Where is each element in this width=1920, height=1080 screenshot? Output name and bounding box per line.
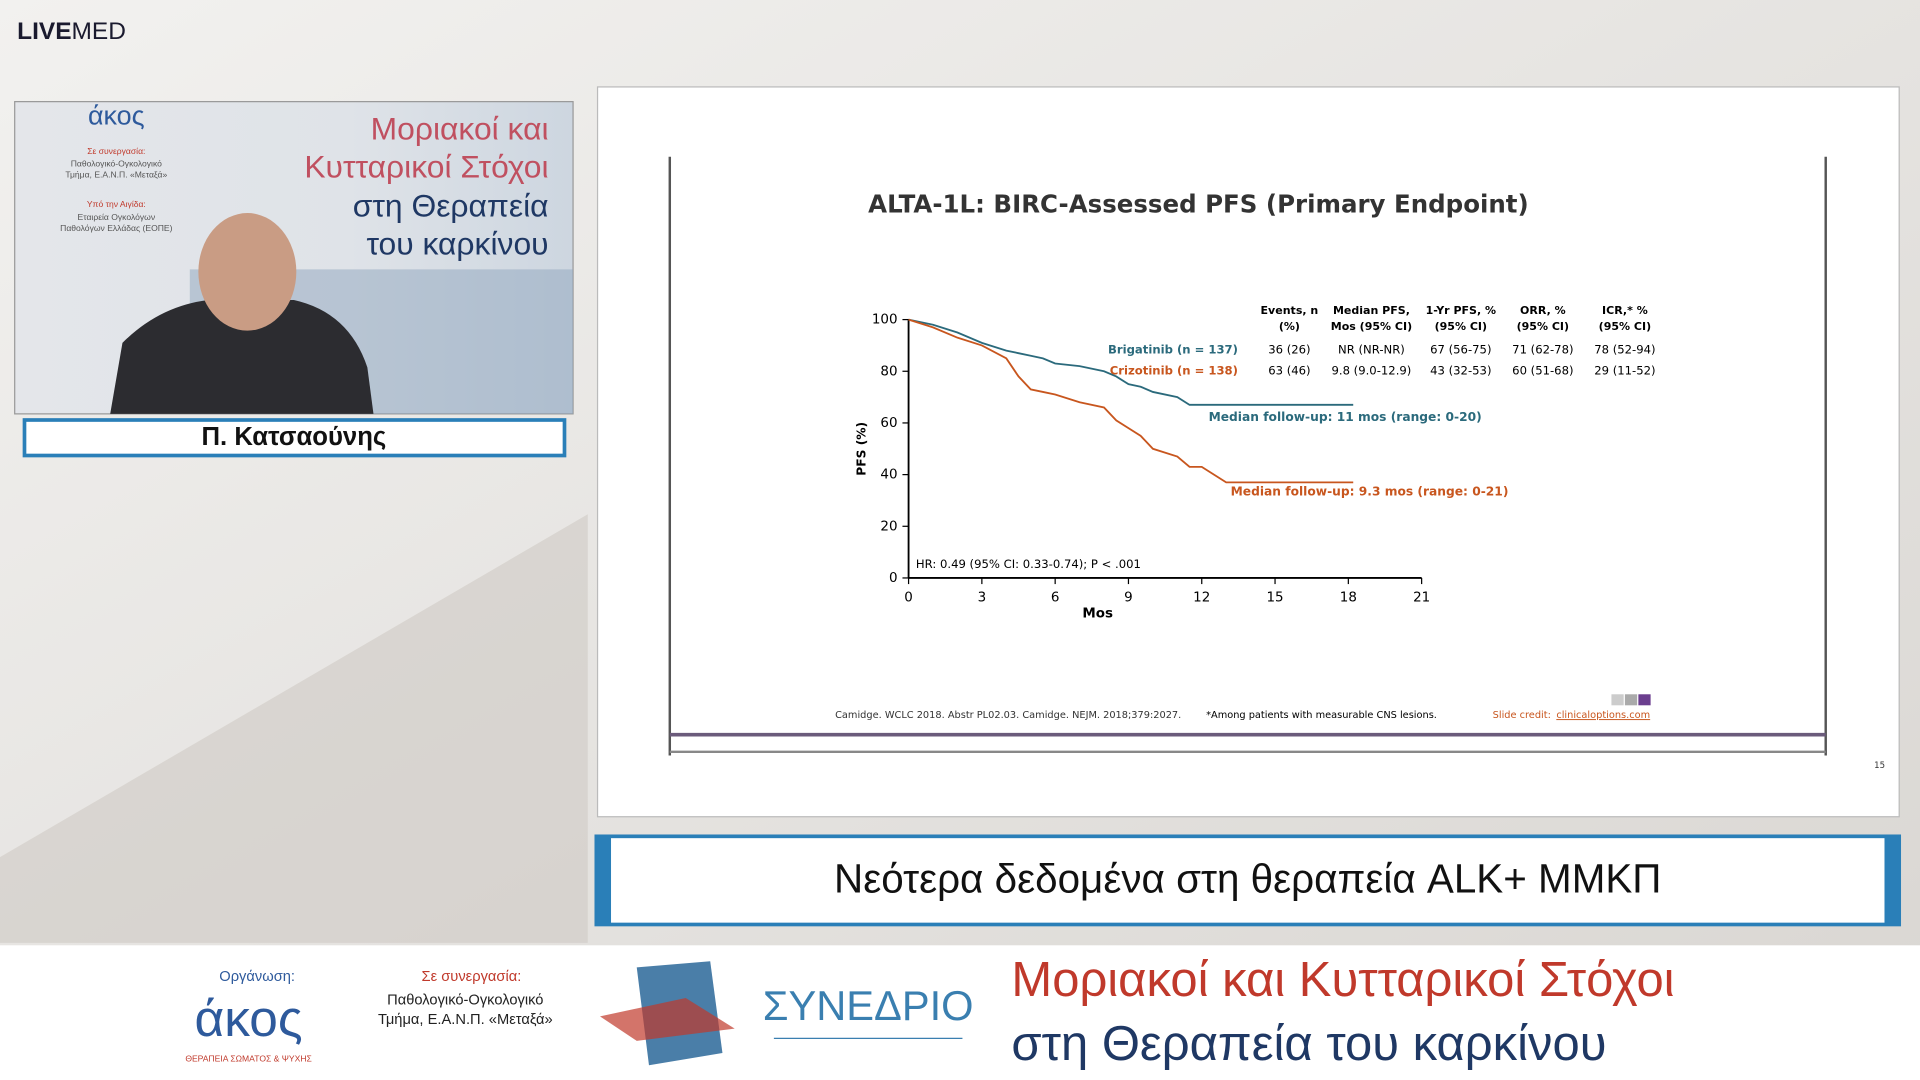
footer-title: στη Θεραπεία του καρκίνου [1011, 1017, 1606, 1071]
x-tick-label: 6 [1051, 591, 1060, 606]
km-curve [908, 318, 1354, 406]
y-tick-label: 0 [889, 571, 898, 586]
brand-light: MED [72, 19, 126, 46]
footer-tagline: ΘΕΡΑΠΕΙΑ ΣΩΜΑΤΟΣ & ΨΥΧΗΣ [185, 1053, 312, 1063]
y-tick-label: 60 [880, 416, 897, 431]
table-cell: NR (NR-NR) [1338, 343, 1405, 357]
table-header: ICR,* % [1602, 304, 1648, 317]
video-feed: άκος Σε συνεργασία: Παθολογικό-Ογκολογικ… [14, 101, 574, 415]
x-tick-label: 12 [1193, 591, 1210, 606]
km-curve [908, 318, 1354, 484]
footer-partner: Παθολογικό-Ογκολογικό [387, 992, 543, 1008]
video-small-text: Εταιρεία Ογκολόγων [78, 212, 156, 222]
y-tick-label: 80 [880, 364, 897, 379]
speaker-name: Π. Κατσαούνης [201, 423, 386, 451]
y-tick-label: 20 [880, 519, 897, 534]
speaker-head [198, 213, 297, 331]
topic-text: Νεότερα δεδομένα στη θεραπεία ALK+ ΜΜΚΠ [834, 855, 1661, 901]
table-cell: 43 (32-53) [1430, 364, 1491, 378]
credit-link[interactable]: clinicaloptions.com [1556, 710, 1650, 721]
name-bar [22, 418, 567, 458]
footnote: Camidge. WCLC 2018. Abstr PL02.03. Camid… [835, 710, 1181, 721]
speaker-body [110, 300, 374, 414]
km-chart: 0 20 40 60 80 100 0 3 6 9 12 15 18 21 Mos PFS (%) Median… [855, 304, 1656, 621]
table-cell: 60 (51-68) [1512, 364, 1573, 378]
credit-label: Slide credit: [1493, 710, 1551, 721]
table-header: Events, n [1261, 304, 1319, 317]
y-tick-label: 100 [872, 313, 898, 328]
video-backdrop-text: Μοριακοί και [371, 110, 549, 146]
x-tick-label: 18 [1340, 591, 1357, 606]
footer-label: Οργάνωση: [219, 969, 295, 985]
page-number: 15 [1874, 761, 1885, 771]
legend-entry: Brigatinib (n = 137) [1108, 343, 1238, 357]
cco-logo [1611, 694, 1651, 706]
footnote: *Among patients with measurable CNS lesi… [1206, 710, 1437, 721]
video-small-text: Παθολόγων Ελλάδας (ΕΟΠΕ) [60, 223, 172, 233]
x-tick-label: 15 [1266, 591, 1283, 606]
video-logo: άκος [88, 101, 145, 131]
slide-title: ALTA-1L: BIRC-Assessed PFS (Primary Endp… [868, 190, 1529, 219]
brand: LIVEMED [17, 19, 126, 46]
y-axis-label: PFS (%) [855, 422, 869, 476]
table-cell: 29 (11-52) [1594, 364, 1655, 378]
backdrop-shape [0, 514, 588, 943]
x-tick-label: 9 [1124, 591, 1133, 606]
table-cell: 9.8 (9.0-12.9) [1332, 364, 1412, 378]
table-header: (95% CI) [1435, 320, 1487, 333]
y-tick-label: 40 [880, 468, 897, 483]
annotation: Median follow-up: 9.3 mos (range: 0-21) [1231, 485, 1509, 499]
table-header: (95% CI) [1599, 320, 1651, 333]
slide [596, 86, 1900, 818]
footer-title: Μοριακοί και Κυτταρικοί Στόχοι [1011, 953, 1674, 1007]
topic-accent [596, 836, 612, 925]
brand-bold: LIVE [17, 19, 71, 46]
video-backdrop-text: Κυτταρικοί Στόχοι [304, 148, 548, 184]
x-axis-label: Mos [1082, 606, 1113, 621]
footer-emblem [600, 961, 735, 1066]
table-cell: 71 (62-78) [1512, 343, 1573, 357]
table-header: ORR, % [1520, 304, 1566, 317]
legend-entry: Crizotinib (n = 138) [1110, 364, 1238, 378]
table-cell: 67 (56-75) [1430, 343, 1491, 357]
annotation: Median follow-up: 11 mos (range: 0-20) [1209, 410, 1482, 424]
table-cell: 63 (46) [1268, 364, 1310, 378]
topic-bar [594, 834, 1902, 927]
x-tick-label: 21 [1413, 591, 1430, 606]
table-cell: 78 (52-94) [1594, 343, 1655, 357]
video-small-text: Υπό την Αιγίδα: [87, 199, 146, 209]
table-header: Mos (95% CI) [1331, 320, 1412, 333]
table-header: (%) [1279, 320, 1300, 333]
video-small-text: Τμήμα, Ε.Α.Ν.Π. «Μεταξά» [65, 169, 167, 179]
video-small-text: Σε συνεργασία: [87, 146, 145, 156]
video-small-text: Παθολογικό-Ογκολογικό [71, 158, 162, 168]
x-tick-label: 3 [978, 591, 987, 606]
footer-label: Σε συνεργασία: [422, 969, 522, 985]
table-header: 1-Yr PFS, % [1426, 304, 1496, 317]
footer-partner: Τμήμα, Ε.Α.Ν.Π. «Μεταξά» [378, 1012, 553, 1028]
table-header: Median PFS, [1333, 304, 1410, 317]
video-backdrop-text: στη Θεραπεία [353, 188, 549, 224]
footer-logo: άκος [194, 989, 302, 1047]
table-cell: 36 (26) [1268, 343, 1310, 357]
video-backdrop-text: του καρκίνου [366, 226, 548, 262]
topic-accent [1884, 836, 1900, 925]
table-header: (95% CI) [1517, 320, 1569, 333]
footer [0, 945, 1920, 1080]
annotation: HR: 0.49 (95% CI: 0.33-0.74); P < .001 [916, 557, 1141, 571]
x-tick-label: 0 [904, 591, 913, 606]
footer-congress: ΣΥΝΕΔΡΙΟ [763, 982, 974, 1029]
